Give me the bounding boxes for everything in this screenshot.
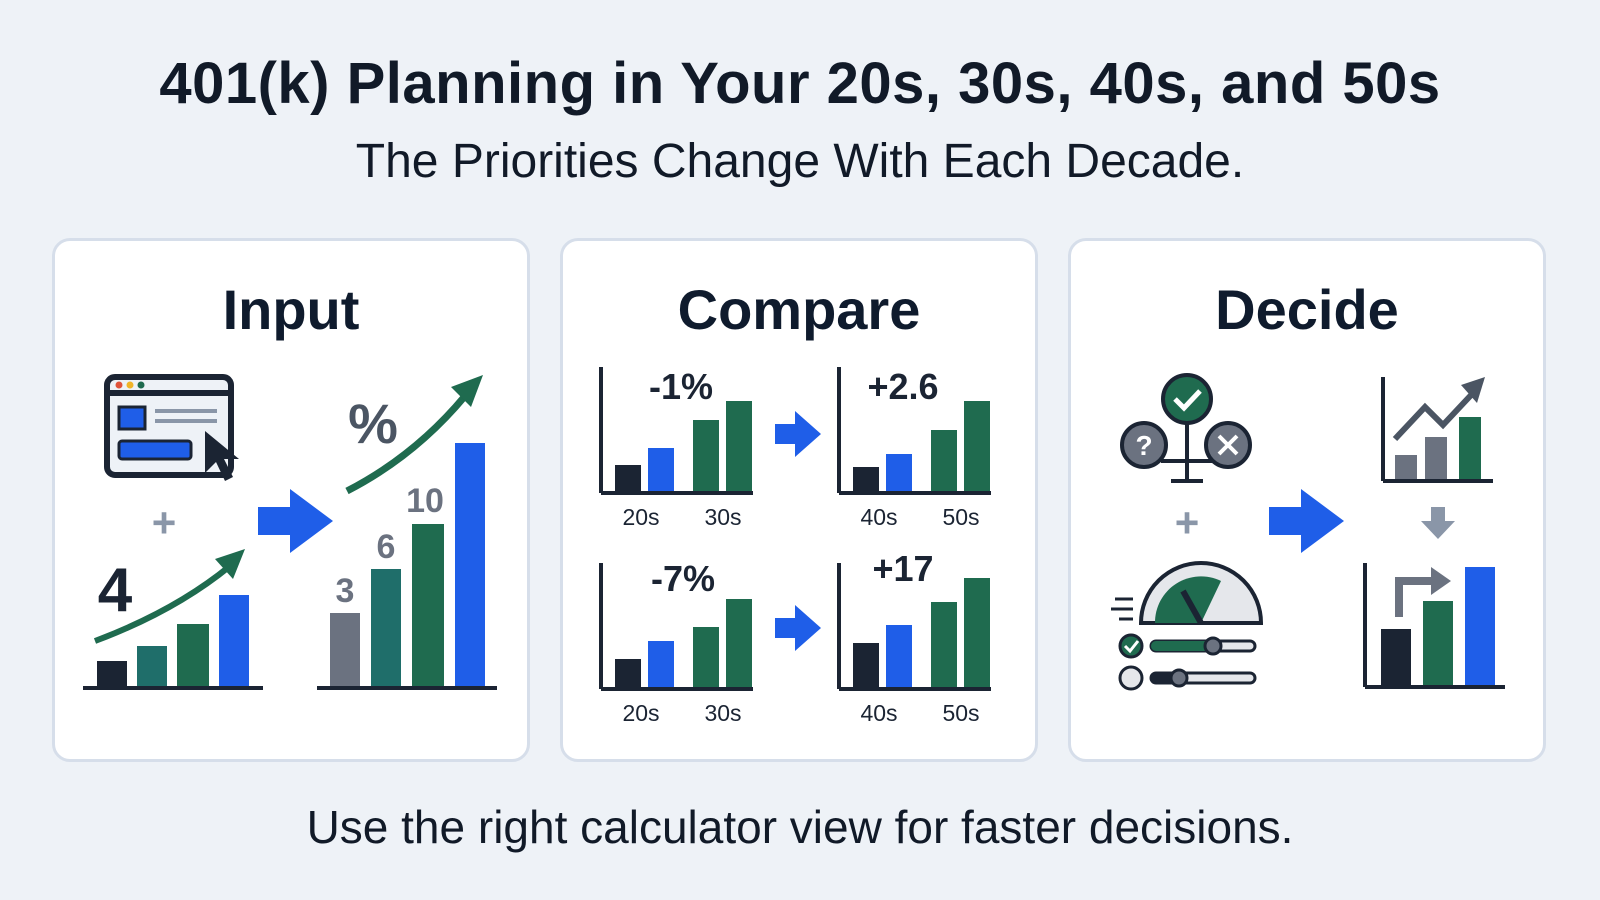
decide-panel-title: Decide [1215, 278, 1399, 341]
bar [726, 599, 752, 687]
x-label: 40s [860, 504, 897, 530]
x-label: 20s [622, 504, 659, 530]
x-label: 40s [860, 700, 897, 726]
bar [886, 625, 912, 687]
big-bar-4 [455, 443, 485, 686]
big-bar-chart: 3 6 10 % [317, 375, 497, 690]
big-bar-1 [330, 613, 360, 686]
svg-text:?: ? [1135, 430, 1152, 461]
bar [693, 420, 719, 491]
x-label: 20s [622, 700, 659, 726]
small-bar-4 [219, 595, 249, 686]
big-chart-label-3: 10 [406, 482, 444, 520]
bar-chart-icon [1363, 563, 1505, 689]
input-panel-title: Input [222, 278, 360, 341]
bar [648, 641, 674, 687]
bar [648, 448, 674, 491]
right-arrow-icon [1269, 489, 1344, 553]
compare-value-2: +2.6 [867, 366, 938, 407]
gauge-icon [1111, 561, 1264, 625]
right-arrow-icon [775, 411, 821, 457]
bar [931, 602, 957, 687]
small-bar-chart: 4 [83, 549, 263, 690]
bar [693, 627, 719, 687]
bar [726, 401, 752, 491]
compare-panel: Compare -1% 20s 30s +2.6 40s 50s [560, 238, 1038, 762]
cursor-icon [205, 431, 239, 481]
bar [886, 454, 912, 491]
big-chart-label-1: 3 [336, 572, 355, 610]
right-arrow-icon [258, 489, 333, 553]
small-bar-2 [137, 646, 167, 686]
big-chart-label-2: 6 [377, 528, 396, 566]
plus-icon: + [152, 499, 177, 546]
browser-window-icon [104, 374, 234, 478]
bar [853, 467, 879, 491]
small-chart-label: 4 [98, 556, 133, 625]
right-arrow-icon [775, 605, 821, 651]
big-bar-3 [412, 524, 444, 686]
decide-panel: Decide ? + [1068, 238, 1546, 762]
bar [615, 465, 641, 491]
page-subtitle: The Priorities Change With Each Decade. [355, 135, 1245, 188]
x-label: 30s [704, 700, 741, 726]
page-title: 401(k) Planning in Your 20s, 30s, 40s, a… [159, 51, 1441, 116]
compare-panel-title: Compare [677, 278, 921, 341]
plus-icon: + [1175, 499, 1200, 546]
x-label: 50s [942, 700, 979, 726]
small-bar-3 [177, 624, 209, 686]
trend-chart-icon [1381, 377, 1493, 483]
compare-chart-3: -7% 20s 30s [599, 558, 753, 726]
question-icon [1120, 421, 1168, 469]
bar [853, 643, 879, 687]
bar [964, 578, 990, 687]
input-panel: Input + 4 [52, 238, 530, 762]
bar [964, 401, 990, 491]
check-icon [1161, 373, 1213, 425]
bar [931, 430, 957, 491]
down-arrow-icon [1421, 507, 1455, 539]
compare-chart-2: +2.6 40s 50s [837, 366, 991, 530]
slider-icon [1118, 633, 1257, 691]
compare-chart-4: +17 40s 50s [837, 548, 991, 726]
percent-symbol: % [348, 392, 398, 455]
big-bar-2 [371, 569, 401, 686]
bar [615, 659, 641, 687]
x-label: 30s [704, 504, 741, 530]
compare-value-3: -7% [651, 558, 715, 599]
decision-tree-icon: ? [1120, 373, 1252, 483]
x-label: 50s [942, 504, 979, 530]
compare-value-4: +17 [872, 548, 933, 589]
trend-arrow-icon [93, 563, 232, 644]
small-bar-1 [97, 661, 127, 686]
footer-caption: Use the right calculator view for faster… [306, 801, 1294, 853]
compare-chart-1: -1% 20s 30s [599, 366, 753, 530]
compare-value-1: -1% [649, 366, 713, 407]
